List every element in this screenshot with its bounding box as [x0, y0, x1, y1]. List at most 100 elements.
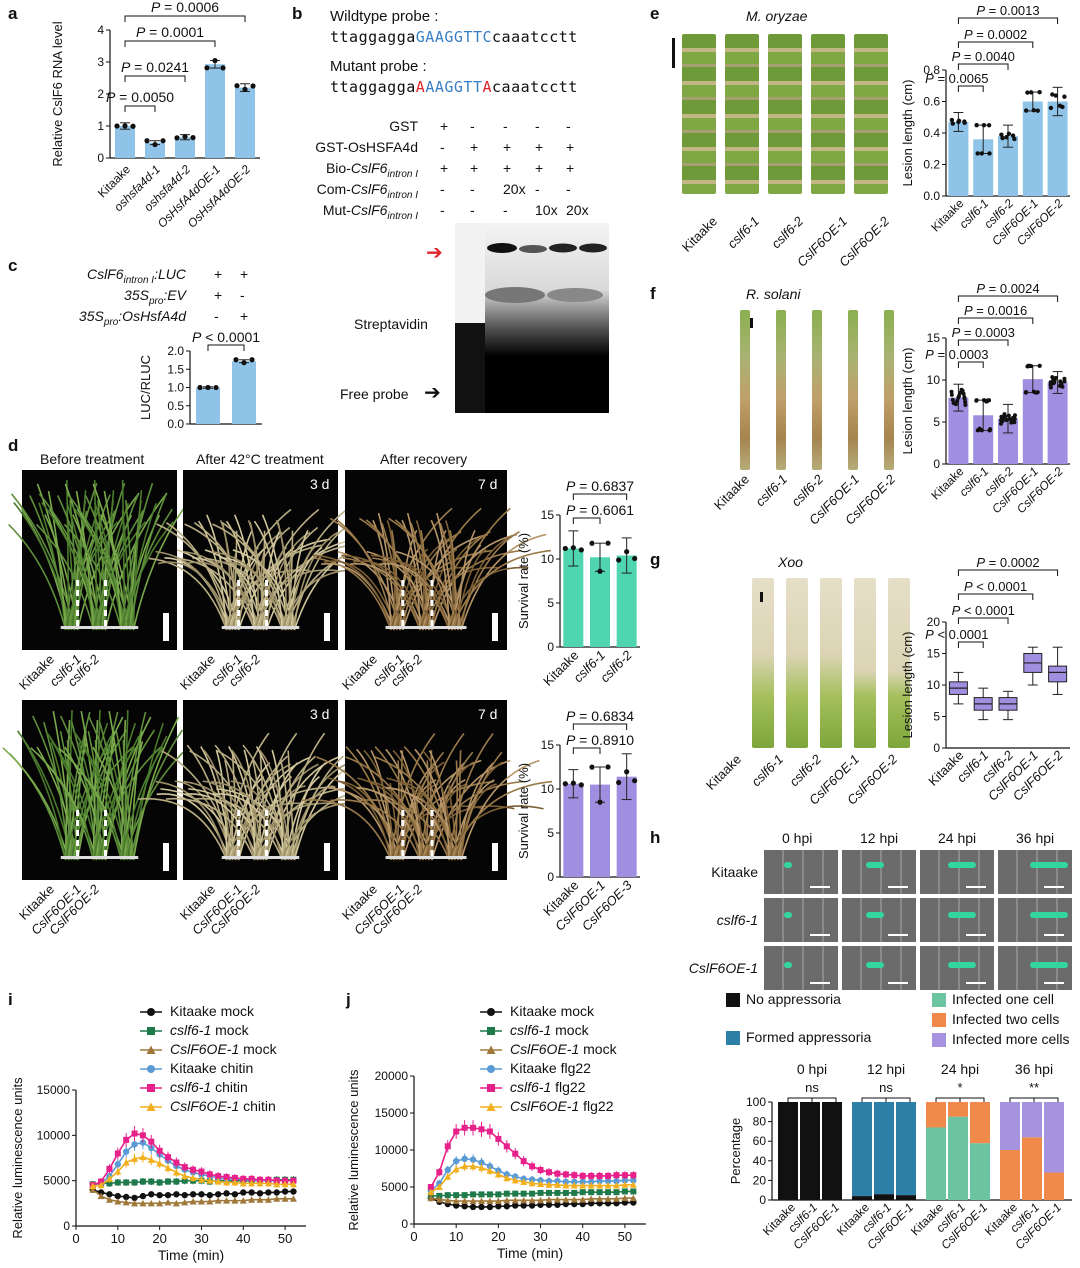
data-point [123, 1136, 130, 1143]
microscopy-row-label: Kitaake [711, 864, 758, 880]
plant-leaf [338, 780, 398, 861]
scale-bar [492, 843, 498, 871]
data-point [621, 1188, 628, 1195]
c-cell: + [240, 266, 249, 282]
data-point [975, 151, 980, 156]
hpi-header: 24 hpi [938, 830, 977, 846]
c-cell: - [240, 287, 245, 303]
leaf-sample [884, 310, 894, 470]
plant-leaf [396, 780, 456, 861]
data-point [511, 1176, 519, 1184]
fungal-hypha [784, 862, 792, 868]
data-point [963, 403, 968, 408]
plant-leaf [183, 780, 256, 861]
x-tick-label: 50 [278, 1231, 292, 1246]
plant-leaf [313, 557, 392, 631]
data-point [554, 1201, 561, 1208]
data-point [190, 1166, 197, 1173]
data-point [605, 540, 611, 546]
mut-seq-pre: ttaggagga [330, 78, 416, 96]
data-point [427, 1184, 434, 1190]
data-point [444, 1196, 452, 1204]
fungal-hypha [866, 962, 884, 968]
data-point [231, 1178, 239, 1186]
data-point [587, 1195, 595, 1202]
plant-leaf [56, 495, 98, 631]
data-point [962, 120, 967, 125]
data-point [545, 1201, 553, 1208]
stacked-segment-infected-one-cell [926, 1127, 946, 1200]
scale-bar [888, 982, 908, 984]
pot-rim [385, 626, 467, 629]
chart-j: 0 5000 10000 15000 20000 Relative luminescenc… [346, 1003, 646, 1261]
scale-bar [1044, 982, 1064, 984]
plant-leaf [253, 732, 298, 861]
data-point [264, 1179, 272, 1187]
data-point [233, 357, 239, 363]
y-tick-label: 20000 [375, 1069, 409, 1083]
data-point [979, 151, 985, 156]
data-point [248, 1196, 256, 1203]
mut-seq-post: caaatcctt [492, 78, 578, 96]
data-point [164, 1164, 172, 1171]
plant-leaf [451, 549, 552, 631]
data-point [570, 1196, 578, 1203]
c-row-label: CslF6intron I:LUC [86, 266, 186, 286]
pvalue-label: P = 0.0050 [106, 89, 174, 105]
stacked-segment-infected-two-cells [970, 1102, 990, 1144]
c-cell: + [214, 287, 223, 303]
data-point [596, 1172, 603, 1179]
data-point [148, 1191, 155, 1198]
data-point [1012, 413, 1017, 418]
data-point [197, 1176, 205, 1183]
b-cell: 10x [535, 202, 558, 218]
b-cell: - [470, 202, 475, 218]
plant-leaf [420, 529, 428, 631]
data-point [630, 1172, 637, 1179]
legend-label: CslF6OE-1 mock [510, 1041, 618, 1057]
data-point [165, 1154, 171, 1161]
data-point [955, 398, 960, 403]
y-tick-label: 10 [541, 782, 555, 796]
pvalue-label: P < 0.0001 [952, 603, 1015, 618]
y-axis-label: Relative luminescence units [10, 1077, 25, 1239]
leaf-sample [725, 34, 759, 194]
plant-leaf [428, 530, 491, 631]
data-point [1023, 108, 1029, 113]
leaf-sample [740, 310, 750, 470]
data-point [537, 1166, 544, 1173]
data-point [596, 1195, 604, 1202]
data-point [597, 799, 603, 805]
pot-rim [60, 856, 139, 859]
data-point [478, 1126, 485, 1133]
data-point [486, 1128, 493, 1135]
significance-bracket [957, 317, 1034, 324]
data-point [470, 1124, 477, 1131]
data-point [495, 1203, 502, 1210]
data-point [528, 1179, 536, 1187]
data-point [537, 1196, 545, 1204]
scale-bar [1044, 886, 1064, 888]
bar-cslf6-2 [998, 418, 1018, 464]
scale-bar [163, 843, 169, 871]
fungal-hypha [948, 912, 976, 918]
plant-leaf [115, 730, 135, 861]
panel-label-g: g [650, 550, 661, 569]
plant-leaf [227, 746, 262, 861]
b-cell: - [566, 118, 571, 134]
data-point [1048, 105, 1054, 111]
data-point [156, 1199, 164, 1207]
y-tick-label: 5 [933, 710, 940, 724]
significance-bracket [957, 17, 1059, 24]
data-point [562, 1196, 570, 1203]
plant-leaf [204, 557, 284, 631]
data-point [214, 1178, 222, 1185]
data-point [1006, 413, 1011, 418]
stacked-segment-no-appressoria [852, 1196, 872, 1200]
y-tick-label: 0.8 [923, 63, 940, 77]
chart-f: Kitaake cslf6-1cslf6-2CslF6OE-1CslF6OE-20… [711, 281, 1070, 528]
plant-leaf [287, 530, 294, 631]
microscopy-image [842, 850, 916, 894]
bar-CslF6OE-3 [616, 776, 637, 877]
